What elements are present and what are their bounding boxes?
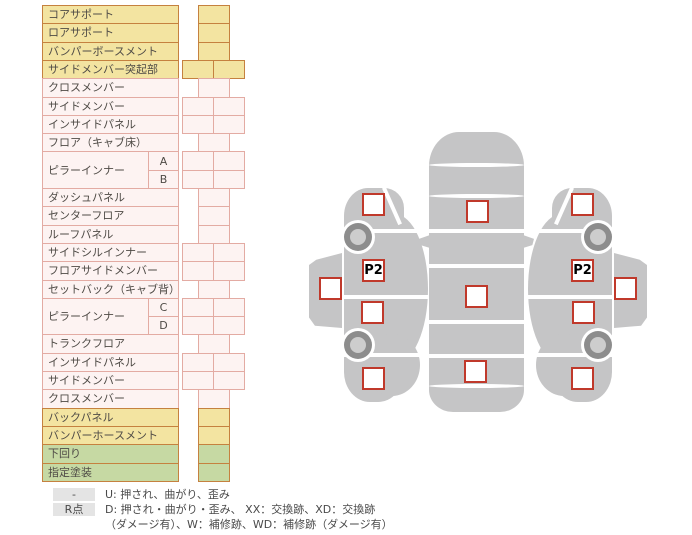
top-divider-3 xyxy=(429,229,524,233)
top-divider-5 xyxy=(429,320,524,324)
damage-marker xyxy=(572,301,595,324)
wheel-hub xyxy=(350,229,366,245)
part-row-label: ピラーインナー xyxy=(42,151,149,189)
right-side-view: P2 xyxy=(524,186,650,406)
p2-label: P2 xyxy=(573,263,592,278)
top-divider-2 xyxy=(429,194,524,198)
part-row-label: ピラーインナー xyxy=(42,298,149,335)
wheel-hub xyxy=(350,337,366,353)
damage-marker xyxy=(571,193,594,216)
left-mirror-icon xyxy=(419,235,430,248)
legend-line: （ダメージ有）、W：補修跡、WD：補修跡（ダメージ有） xyxy=(0,518,650,533)
legend-swatch: R点 xyxy=(53,503,95,516)
legend-swatch: - xyxy=(53,488,95,501)
right-divider-2 xyxy=(524,295,612,299)
wheel-hub xyxy=(590,337,606,353)
right-front-wheel xyxy=(584,223,612,251)
left-divider-2 xyxy=(344,295,432,299)
damage-marker xyxy=(466,200,489,223)
left-front-wheel xyxy=(344,223,372,251)
right-mirror-icon xyxy=(523,235,534,248)
top-divider-6 xyxy=(429,354,524,358)
right-rear-wheel xyxy=(584,331,612,359)
part-row-label: セットバック（キャブ背） xyxy=(42,280,179,299)
p2-marker-left: P2 xyxy=(362,259,385,282)
damage-marker xyxy=(464,360,487,383)
left-divider-1 xyxy=(344,229,432,233)
damage-cell xyxy=(198,463,230,482)
left-side-view: P2 xyxy=(306,186,432,406)
legend-line: - U: 押され、曲がり、歪み xyxy=(0,488,650,503)
top-divider-4 xyxy=(429,264,524,268)
part-row-label: ダッシュパネル xyxy=(42,188,179,207)
left-rear-wheel xyxy=(344,331,372,359)
top-view xyxy=(419,132,534,412)
legend-line: R点 D: 押され・曲がり・歪み、 XX：交換跡、XD：交換跡 xyxy=(0,503,650,518)
top-divider-1 xyxy=(429,163,524,167)
damage-marker xyxy=(465,285,488,308)
top-divider-7 xyxy=(429,384,524,388)
damage-marker xyxy=(361,301,384,324)
damage-marker xyxy=(319,277,342,300)
legend-text: D: 押され・曲がり・歪み、 XX：交換跡、XD：交換跡 xyxy=(105,503,376,516)
damage-marker xyxy=(614,277,637,300)
legend-text: （ダメージ有）、W：補修跡、WD：補修跡（ダメージ有） xyxy=(105,518,393,531)
p2-label: P2 xyxy=(364,263,383,278)
part-sub-label: A xyxy=(148,151,179,171)
wheel-hub xyxy=(590,229,606,245)
left-divider-3 xyxy=(344,353,432,357)
damage-marker xyxy=(362,193,385,216)
part-row-label: 指定塗装 xyxy=(42,463,179,482)
damage-marker xyxy=(571,367,594,390)
p2-marker-right: P2 xyxy=(571,259,594,282)
legend-text: U: 押され、曲がり、歪み xyxy=(105,488,230,501)
damage-marker xyxy=(362,367,385,390)
